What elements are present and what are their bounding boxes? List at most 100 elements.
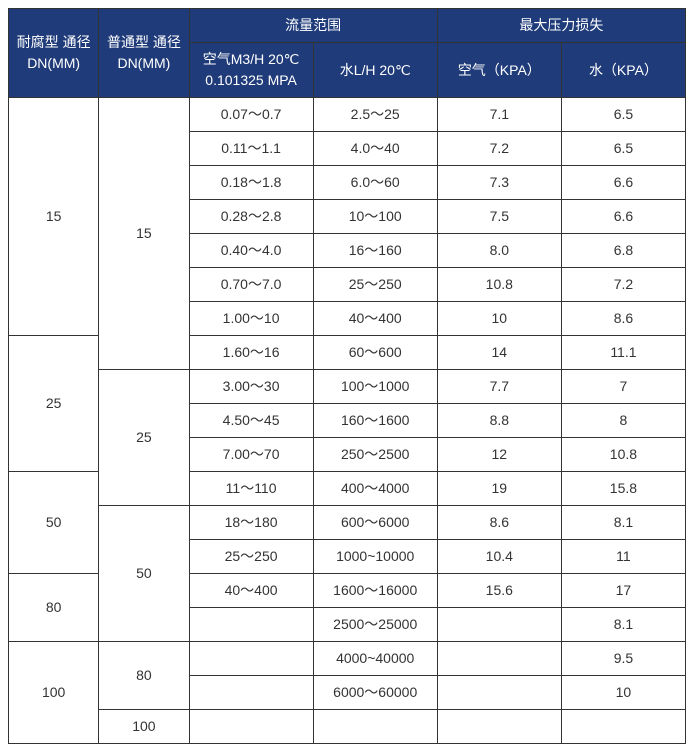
cell-water-lh: 60～600	[313, 336, 437, 370]
cell-air-kpa: 7.5	[437, 200, 561, 234]
cell-water-lh: 100～1000	[313, 370, 437, 404]
cell-air-kpa	[437, 710, 561, 744]
cell-air-kpa: 7.7	[437, 370, 561, 404]
cell-air-m3h: 0.28～2.8	[189, 200, 313, 234]
cell-normal-dn: 80	[99, 642, 189, 710]
cell-water-kpa: 10	[561, 676, 685, 710]
cell-water-kpa: 10.8	[561, 438, 685, 472]
cell-air-kpa: 10.4	[437, 540, 561, 574]
cell-water-lh: 4.0～40	[313, 132, 437, 166]
cell-water-lh: 4000~40000	[313, 642, 437, 676]
cell-corrosion-dn: 50	[9, 472, 99, 574]
table-row: 100804000~400009.5	[9, 642, 686, 676]
cell-air-m3h: 1.00～10	[189, 302, 313, 336]
cell-water-kpa: 11.1	[561, 336, 685, 370]
cell-air-m3h: 11～110	[189, 472, 313, 506]
cell-air-m3h	[189, 676, 313, 710]
cell-air-m3h: 0.40～4.0	[189, 234, 313, 268]
header-col3: 空气M3/H 20℃ 0.101325 MPA	[189, 43, 313, 98]
cell-corrosion-dn: 25	[9, 336, 99, 472]
cell-water-kpa: 8.1	[561, 608, 685, 642]
cell-water-lh: 600～6000	[313, 506, 437, 540]
cell-air-kpa: 8.8	[437, 404, 561, 438]
cell-air-m3h: 1.60～16	[189, 336, 313, 370]
header-flow-group: 流量范围	[189, 9, 437, 43]
cell-water-lh: 1600～16000	[313, 574, 437, 608]
cell-water-kpa: 8.1	[561, 506, 685, 540]
cell-water-kpa: 7.2	[561, 268, 685, 302]
cell-air-m3h	[189, 710, 313, 744]
cell-corrosion-dn: 80	[9, 574, 99, 642]
cell-water-lh: 16～160	[313, 234, 437, 268]
cell-water-kpa: 15.8	[561, 472, 685, 506]
header-col5: 空气（KPA）	[437, 43, 561, 98]
cell-air-kpa	[437, 676, 561, 710]
cell-water-lh: 25～250	[313, 268, 437, 302]
cell-air-kpa	[437, 608, 561, 642]
header-pressure-group: 最大压力损失	[437, 9, 685, 43]
cell-air-m3h: 0.70～7.0	[189, 268, 313, 302]
cell-air-m3h: 40～400	[189, 574, 313, 608]
cell-water-lh: 6000～60000	[313, 676, 437, 710]
cell-normal-dn: 25	[99, 370, 189, 506]
cell-air-kpa: 8.6	[437, 506, 561, 540]
cell-water-kpa	[561, 710, 685, 744]
cell-air-kpa: 7.2	[437, 132, 561, 166]
header-col4: 水L/H 20℃	[313, 43, 437, 98]
cell-air-m3h: 25～250	[189, 540, 313, 574]
cell-water-kpa: 9.5	[561, 642, 685, 676]
cell-air-kpa: 7.1	[437, 98, 561, 132]
cell-water-kpa: 17	[561, 574, 685, 608]
cell-air-kpa: 8.0	[437, 234, 561, 268]
header-col6: 水（KPA）	[561, 43, 685, 98]
header-col1: 耐腐型 通径 DN(MM)	[9, 9, 99, 98]
cell-normal-dn: 50	[99, 506, 189, 642]
cell-water-lh: 2.5～25	[313, 98, 437, 132]
cell-water-lh: 6.0～60	[313, 166, 437, 200]
table-row: 15150.07～0.72.5～257.16.5	[9, 98, 686, 132]
cell-water-kpa: 6.5	[561, 132, 685, 166]
cell-air-kpa: 19	[437, 472, 561, 506]
cell-air-kpa	[437, 642, 561, 676]
cell-water-lh: 1000~10000	[313, 540, 437, 574]
cell-air-kpa: 10	[437, 302, 561, 336]
cell-water-lh: 10～100	[313, 200, 437, 234]
cell-water-lh: 160～1600	[313, 404, 437, 438]
table-row: 100	[9, 710, 686, 744]
cell-air-m3h: 7.00～70	[189, 438, 313, 472]
cell-air-m3h: 0.07～0.7	[189, 98, 313, 132]
table-body: 15150.07～0.72.5～257.16.50.11～1.14.0～407.…	[9, 98, 686, 744]
cell-water-kpa: 6.6	[561, 200, 685, 234]
cell-water-lh: 400～4000	[313, 472, 437, 506]
cell-air-m3h	[189, 642, 313, 676]
cell-air-m3h: 0.11～1.1	[189, 132, 313, 166]
cell-corrosion-dn: 100	[9, 642, 99, 744]
cell-water-lh	[313, 710, 437, 744]
cell-air-m3h: 0.18～1.8	[189, 166, 313, 200]
spec-table: 耐腐型 通径 DN(MM) 普通型 通径 DN(MM) 流量范围 最大压力损失 …	[8, 8, 686, 744]
cell-water-lh: 40～400	[313, 302, 437, 336]
cell-water-kpa: 8	[561, 404, 685, 438]
cell-air-kpa: 7.3	[437, 166, 561, 200]
cell-water-kpa: 8.6	[561, 302, 685, 336]
cell-corrosion-dn: 15	[9, 98, 99, 336]
cell-water-lh: 2500～25000	[313, 608, 437, 642]
cell-water-kpa: 11	[561, 540, 685, 574]
cell-air-kpa: 14	[437, 336, 561, 370]
header-col2: 普通型 通径 DN(MM)	[99, 9, 189, 98]
cell-water-lh: 250～2500	[313, 438, 437, 472]
cell-air-m3h: 4.50～45	[189, 404, 313, 438]
cell-water-kpa: 7	[561, 370, 685, 404]
table-row: 5018～180600～60008.68.1	[9, 506, 686, 540]
cell-air-kpa: 10.8	[437, 268, 561, 302]
cell-normal-dn: 100	[99, 710, 189, 744]
table-row: 253.00～30100～10007.77	[9, 370, 686, 404]
cell-water-kpa: 6.6	[561, 166, 685, 200]
table-head: 耐腐型 通径 DN(MM) 普通型 通径 DN(MM) 流量范围 最大压力损失 …	[9, 9, 686, 98]
cell-air-kpa: 15.6	[437, 574, 561, 608]
cell-air-m3h	[189, 608, 313, 642]
cell-water-kpa: 6.5	[561, 98, 685, 132]
cell-air-m3h: 3.00～30	[189, 370, 313, 404]
cell-air-m3h: 18～180	[189, 506, 313, 540]
cell-water-kpa: 6.8	[561, 234, 685, 268]
